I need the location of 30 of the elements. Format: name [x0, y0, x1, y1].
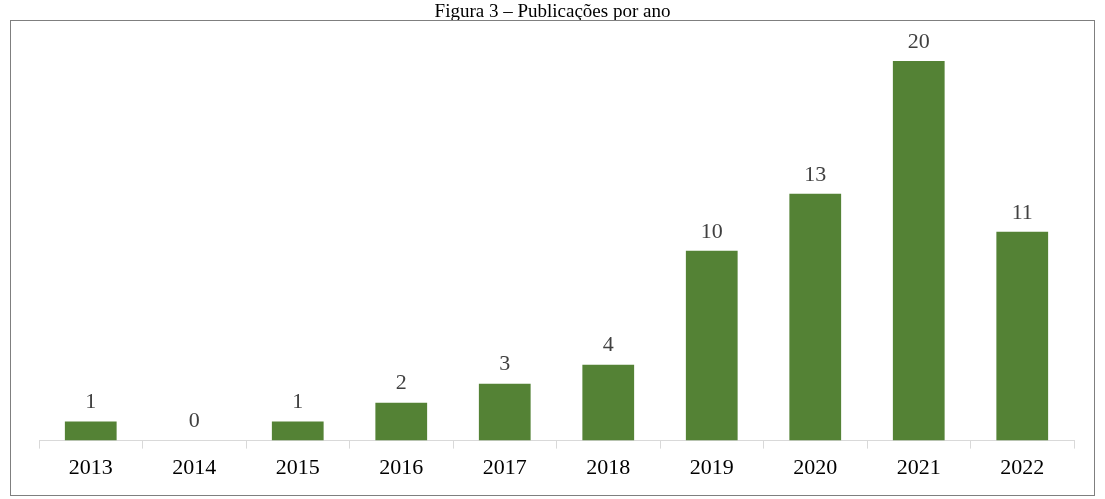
x-tick-label: 2021	[896, 453, 941, 479]
bar	[892, 61, 945, 441]
data-label: 1	[85, 388, 97, 414]
chart-title: Figura 3 – Publicações por ano	[433, 0, 672, 22]
x-tick-label: 2019	[689, 453, 734, 479]
bar	[271, 421, 324, 441]
bar	[582, 364, 635, 441]
x-tick-label: 2015	[275, 453, 320, 479]
x-tick-label: 2014	[172, 453, 217, 479]
bar	[64, 421, 117, 441]
bar	[685, 250, 738, 441]
x-tick-label: 2018	[586, 453, 631, 479]
data-label: 2	[395, 369, 407, 395]
x-tick-label: 2016	[379, 453, 424, 479]
x-tick-label: 2017	[482, 453, 527, 479]
bar	[996, 231, 1049, 441]
bar	[789, 193, 842, 441]
data-label: 11	[1011, 198, 1033, 224]
bar	[375, 402, 428, 441]
bar	[478, 383, 531, 441]
data-label: 20	[907, 27, 930, 53]
data-label: 3	[499, 350, 511, 376]
data-label: 10	[700, 217, 723, 243]
data-label: 13	[804, 160, 827, 186]
data-label: 4	[602, 331, 614, 357]
x-tick-label: 2022	[1000, 453, 1045, 479]
x-tick-label: 2013	[68, 453, 113, 479]
data-label: 1	[292, 388, 304, 414]
x-tick-label: 2020	[793, 453, 838, 479]
data-label: 0	[188, 407, 200, 433]
